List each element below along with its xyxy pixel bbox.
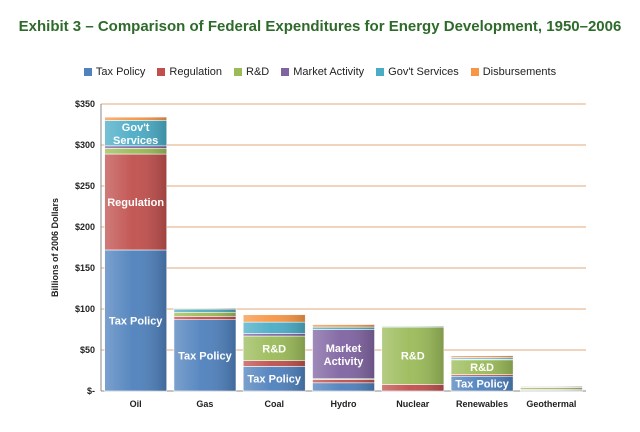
bar-segment-nuclear-regulation bbox=[381, 384, 445, 392]
y-tick-label: $300 bbox=[75, 140, 95, 150]
legend-item-gov-t-services: Gov't Services bbox=[376, 66, 459, 78]
legend-label: Disbursements bbox=[482, 66, 557, 79]
legend-label: Tax Policy bbox=[95, 66, 146, 79]
segment-label-nuclear-r-d: R&D bbox=[401, 351, 425, 363]
legend-swatch bbox=[234, 68, 243, 77]
legend-label: R&D bbox=[246, 66, 270, 79]
legend-swatch bbox=[83, 68, 92, 77]
y-tick-label: $200 bbox=[75, 222, 95, 232]
x-tick-label-oil: Oil bbox=[130, 399, 142, 409]
y-tick-label: $50 bbox=[80, 345, 95, 355]
segment-label-renewables-r-d: R&D bbox=[470, 362, 494, 374]
legend: Tax Policy Regulation R&D Market Activity Go… bbox=[0, 66, 640, 78]
bar-segment-hydro-gov-t-services bbox=[312, 326, 375, 330]
segment-label-coal-r-d: R&D bbox=[262, 343, 286, 355]
bar-segment-hydro-regulation bbox=[312, 379, 375, 384]
y-tick-label: $150 bbox=[75, 263, 95, 273]
legend-label: Gov't Services bbox=[388, 66, 459, 79]
legend-label: Market Activity bbox=[293, 66, 365, 79]
segment-label-renewables-tax-policy: Tax Policy bbox=[455, 379, 509, 391]
bar-segment-hydro-tax-policy bbox=[312, 382, 375, 392]
legend-item-market-activity: Market Activity bbox=[281, 66, 364, 78]
segment-label-oil-regulation: Regulation bbox=[107, 197, 164, 209]
x-tick-label-gas: Gas bbox=[196, 399, 213, 409]
bar-segment-nuclear-gov-t-services bbox=[381, 325, 445, 328]
y-tick-label: $100 bbox=[75, 304, 95, 314]
y-tick-label: $350 bbox=[75, 99, 95, 109]
segment-label-oil-tax-policy: Tax Policy bbox=[109, 315, 163, 327]
bar-segment-renewables-disbursements bbox=[450, 355, 514, 358]
x-tick-label-nuclear: Nuclear bbox=[396, 399, 430, 409]
bar-segment-gas-regulation bbox=[173, 316, 237, 320]
legend-swatch bbox=[376, 68, 385, 77]
y-tick-label: $250 bbox=[75, 181, 95, 191]
bar-segment-gas-r-d bbox=[173, 311, 237, 317]
chart-title: Exhibit 3 – Comparison of Federal Expend… bbox=[18, 18, 622, 35]
legend-swatch bbox=[281, 68, 290, 77]
bar-segment-coal-gov-t-services bbox=[242, 321, 306, 334]
segment-label-coal-tax-policy: Tax Policy bbox=[247, 374, 301, 386]
legend-swatch bbox=[470, 68, 479, 77]
bar-segment-oil-disbursements bbox=[104, 116, 167, 121]
y-axis-title: Billions of 2006 Dollars bbox=[50, 198, 60, 297]
bar-segment-geothermal-disbursements bbox=[520, 385, 583, 388]
segment-label-gas-tax-policy: Tax Policy bbox=[178, 350, 232, 362]
y-tick-label: $- bbox=[87, 386, 95, 396]
legend-label: Regulation bbox=[169, 66, 223, 79]
bar-segment-coal-regulation bbox=[242, 360, 306, 367]
x-tick-label-hydro: Hydro bbox=[330, 399, 357, 409]
x-tick-label-renewables: Renewables bbox=[456, 399, 508, 409]
bar-segment-gas-disbursements bbox=[173, 307, 237, 310]
bar-segment-coal-disbursements bbox=[242, 314, 306, 323]
x-tick-label-geothermal: Geothermal bbox=[526, 399, 576, 409]
x-tick-label-coal: Coal bbox=[264, 399, 284, 409]
bar-segment-oil-r-d bbox=[104, 147, 167, 155]
legend-item-r-d: R&D bbox=[234, 66, 269, 78]
legend-item-tax-policy: Tax Policy bbox=[83, 66, 146, 79]
segment-label-oil-gov-t-services: Gov't Services bbox=[113, 122, 158, 147]
segment-label-hydro-market-activity: Market Activity bbox=[324, 343, 365, 368]
bar-segment-hydro-disbursements bbox=[312, 324, 375, 328]
legend-item-disbursements: Disbursements bbox=[470, 66, 557, 79]
bar-segment-gas-gov-t-services bbox=[173, 308, 237, 313]
legend-swatch bbox=[157, 68, 166, 77]
legend-item-regulation: Regulation bbox=[157, 66, 222, 78]
bar-segment-coal-market-activity bbox=[242, 333, 306, 337]
